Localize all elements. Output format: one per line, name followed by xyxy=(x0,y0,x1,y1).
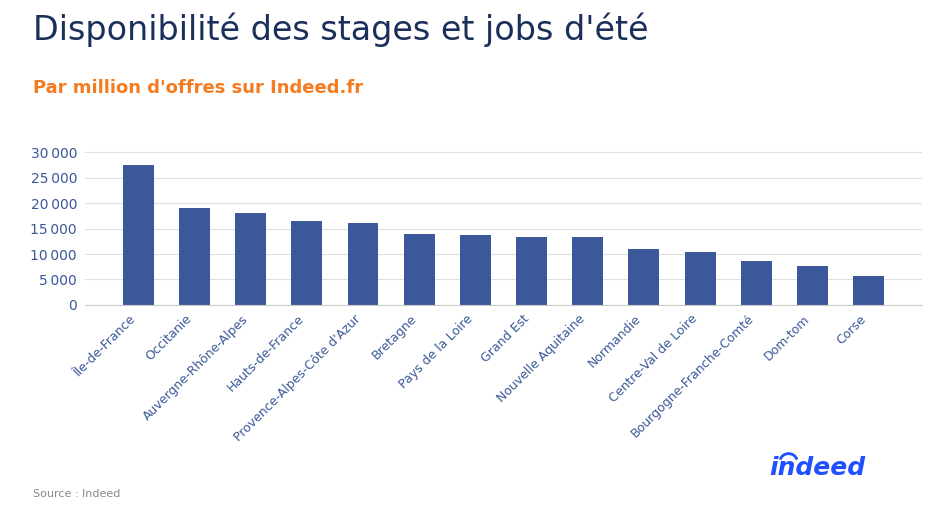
Bar xyxy=(179,208,210,305)
Bar xyxy=(235,213,266,305)
Bar xyxy=(741,261,772,305)
Bar xyxy=(853,276,885,305)
Bar xyxy=(404,234,435,305)
Text: indeed: indeed xyxy=(770,456,866,480)
Bar xyxy=(347,223,378,305)
Text: Par million d'offres sur Indeed.fr: Par million d'offres sur Indeed.fr xyxy=(33,79,363,97)
Bar xyxy=(460,235,491,305)
Text: Source : Indeed: Source : Indeed xyxy=(33,489,120,499)
Text: Disponibilité des stages et jobs d'été: Disponibilité des stages et jobs d'été xyxy=(33,13,648,47)
Bar xyxy=(572,237,603,305)
Bar xyxy=(685,252,715,305)
Bar xyxy=(292,221,322,305)
Bar xyxy=(516,237,547,305)
Bar xyxy=(797,266,828,305)
Bar xyxy=(122,165,153,305)
Bar xyxy=(629,249,660,305)
